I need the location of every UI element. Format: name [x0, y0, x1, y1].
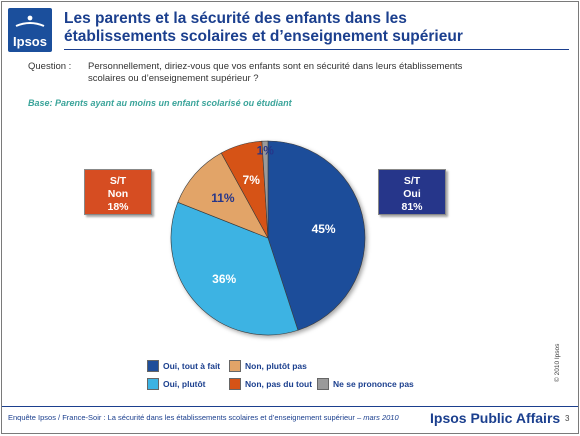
summary-box-oui: S/T Oui 81% — [378, 169, 446, 215]
summary-non-line3: 18% — [107, 201, 129, 213]
page-title: Les parents et la sécurité des enfants d… — [64, 10, 564, 46]
footer-text: Enquête Ipsos / France-Soir : La sécurit… — [8, 413, 399, 422]
question-line-2: scolaires ou d’enseignement supérieur ? — [88, 73, 259, 84]
legend-swatch — [317, 378, 329, 390]
copyright-note: © 2010 Ipsos — [554, 343, 561, 382]
summary-non-line1: S/T — [109, 175, 127, 187]
pie-slices — [170, 140, 366, 336]
summary-oui-line2: Oui — [403, 188, 421, 200]
pie-slice-label: 7% — [243, 173, 261, 187]
legend-label: Oui, plutôt — [163, 379, 206, 389]
legend-swatch — [229, 378, 241, 390]
logo-text: Ipsos — [13, 34, 47, 49]
question-text: Personnellement, diriez-vous que vos enf… — [88, 61, 518, 85]
pie-slice — [267, 140, 366, 331]
footer-brand: Ipsos Public Affairs — [430, 410, 561, 426]
summary-non-line2: Non — [107, 188, 129, 200]
pie-slice-label: 11% — [211, 191, 235, 205]
base-note: Base: Parents ayant au moins un enfant s… — [28, 98, 292, 108]
legend-swatch — [147, 360, 159, 372]
question-line-1: Personnellement, diriez-vous que vos enf… — [88, 61, 463, 72]
logo-mark-icon — [15, 15, 45, 27]
title-divider — [64, 49, 569, 50]
legend-label: Non, plutôt pas — [245, 361, 307, 371]
page-number: 3 — [565, 414, 570, 423]
legend-swatch — [147, 378, 159, 390]
summary-oui-line3: 81% — [401, 201, 423, 213]
pie-slice-label: 45% — [312, 222, 336, 236]
legend-swatch — [229, 360, 241, 372]
legend-label: Ne se prononce pas — [333, 379, 414, 389]
summary-oui-line1: S/T — [403, 175, 421, 187]
legend-label: Oui, tout à fait — [163, 361, 221, 371]
question-label: Question : — [28, 61, 72, 72]
legend-label: Non, pas du tout — [245, 379, 313, 389]
summary-box-non: S/T Non 18% — [84, 169, 152, 215]
pie-slice-label: 36% — [212, 272, 236, 286]
footer-divider — [2, 406, 578, 407]
ipsos-logo: Ipsos — [8, 8, 52, 52]
footer-date: – mars 2010 — [354, 413, 399, 422]
pie-slice — [170, 201, 299, 336]
title-line-2: établissements scolaires et d’enseigneme… — [64, 28, 463, 45]
chart-legend: Oui, tout à fait Oui, plutôt Non, plutôt p… — [147, 360, 447, 400]
pie-slice — [261, 140, 269, 239]
pie-slice — [177, 152, 269, 239]
pie-slice-label: 1% — [257, 144, 275, 158]
title-line-1: Les parents et la sécurité des enfants d… — [64, 10, 407, 27]
footer-survey: Enquête Ipsos / France-Soir : La sécurit… — [8, 413, 355, 422]
